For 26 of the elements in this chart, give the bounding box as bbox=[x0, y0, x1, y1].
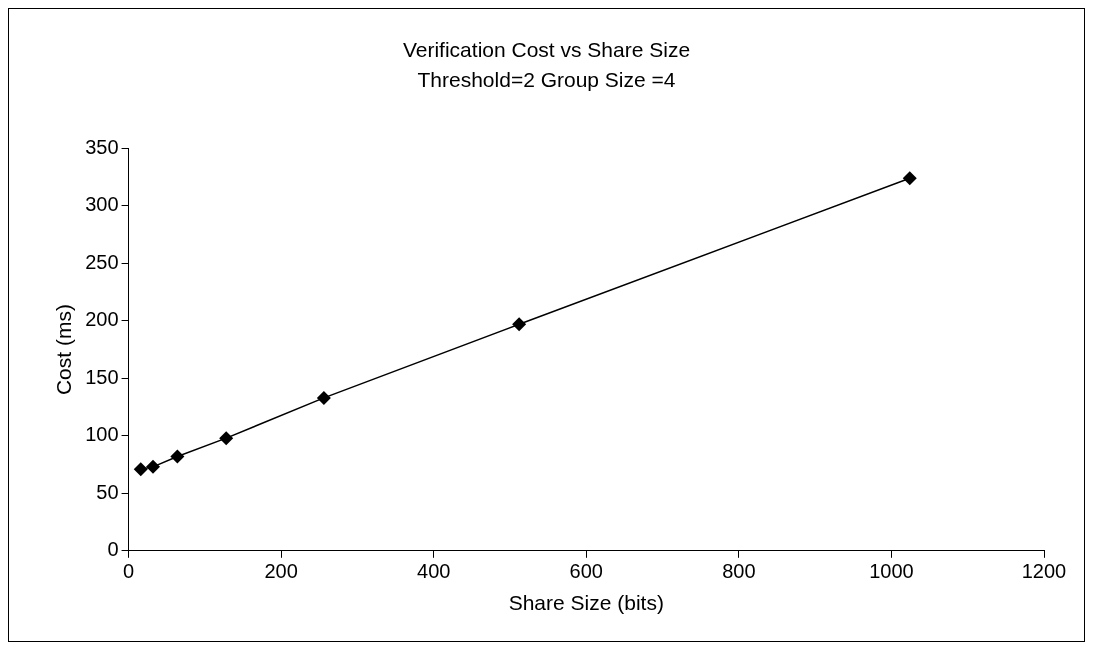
y-tick-label: 250 bbox=[85, 250, 119, 273]
y-axis-title: Cost (ms) bbox=[52, 304, 76, 396]
chart-title: Verification Cost vs Share Size bbox=[402, 38, 691, 62]
y-tick-label: 0 bbox=[107, 538, 119, 561]
point bbox=[219, 431, 234, 446]
y-tick-label: 150 bbox=[85, 365, 119, 388]
chart-subtitle: Threshold=2 Group Size =4 bbox=[417, 67, 676, 91]
point bbox=[902, 171, 917, 186]
x-axis-title: Share Size (bits) bbox=[508, 591, 664, 615]
point bbox=[145, 459, 160, 474]
point bbox=[170, 449, 185, 464]
y-tick-label: 100 bbox=[85, 423, 119, 446]
x-tick-label: 1000 bbox=[869, 560, 914, 583]
x-tick-label: 200 bbox=[264, 560, 298, 583]
point bbox=[512, 317, 527, 332]
x-tick-label: 800 bbox=[722, 560, 756, 583]
x-tick-label: 400 bbox=[417, 560, 451, 583]
point bbox=[316, 390, 331, 405]
y-tick-label: 200 bbox=[85, 308, 119, 331]
x-tick-label: 600 bbox=[569, 560, 603, 583]
y-tick-label: 300 bbox=[85, 193, 119, 216]
y-tick-label: 350 bbox=[85, 135, 119, 158]
point bbox=[133, 462, 148, 477]
y-tick-label: 50 bbox=[96, 480, 119, 503]
x-tick-label: 0 bbox=[123, 560, 135, 583]
x-tick-label: 1200 bbox=[1021, 560, 1067, 583]
